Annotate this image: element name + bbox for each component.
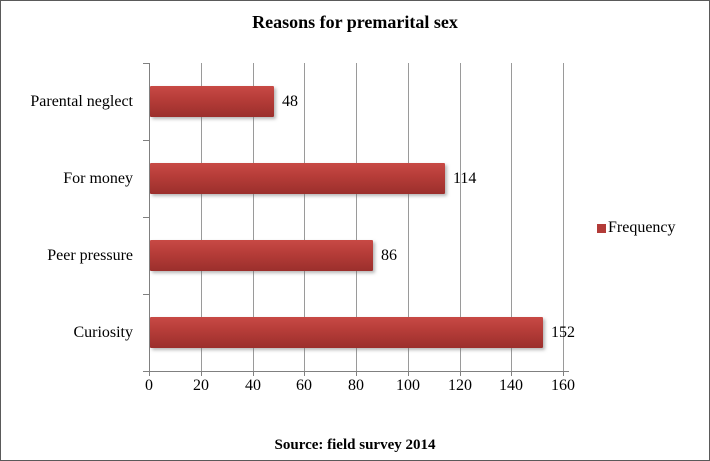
value-axis-label-20: 20 [193, 377, 209, 394]
bar-parental-neglect [150, 86, 274, 117]
category-label-for-money: For money [63, 170, 133, 187]
legend-swatch-icon [597, 223, 606, 233]
value-label-curiosity: 152 [551, 323, 575, 341]
value-axis-tick-0 [149, 371, 150, 376]
category-axis-tick [143, 217, 149, 218]
bar-for-money [150, 163, 445, 194]
bar-peer-pressure [150, 240, 373, 271]
value-axis-tick-120 [460, 371, 461, 376]
category-label-parental-neglect: Parental neglect [30, 93, 133, 110]
gridline-100 [408, 63, 409, 371]
value-axis-tick-140 [511, 371, 512, 376]
value-axis-tick-40 [253, 371, 254, 376]
value-axis-tick-20 [201, 371, 202, 376]
value-label-parental-neglect: 48 [282, 92, 298, 110]
category-axis-tick [143, 294, 149, 295]
category-axis-tick [143, 371, 149, 372]
value-axis-label-160: 160 [551, 377, 575, 394]
gridline-80 [356, 63, 357, 371]
chart-title: Reasons for premarital sex [252, 12, 458, 32]
gridline-40 [253, 63, 254, 371]
value-axis-label-0: 0 [145, 377, 153, 394]
category-label-curiosity: Curiosity [73, 324, 133, 341]
legend-label-frequency: Frequency [608, 219, 676, 236]
gridline-140 [511, 63, 512, 371]
value-axis-label-40: 40 [245, 377, 261, 394]
category-axis-tick [143, 63, 149, 64]
category-axis-tick [143, 140, 149, 141]
gridline-60 [304, 63, 305, 371]
value-axis-tick-100 [408, 371, 409, 376]
gridline-160 [563, 63, 564, 371]
value-axis-label-80: 80 [348, 377, 364, 394]
value-axis-label-60: 60 [296, 377, 312, 394]
gridline-120 [460, 63, 461, 371]
category-label-peer-pressure: Peer pressure [47, 247, 133, 264]
value-axis-label-140: 140 [499, 377, 523, 394]
gridline-20 [201, 63, 202, 371]
value-label-peer-pressure: 86 [381, 246, 397, 264]
value-axis-tick-60 [304, 371, 305, 376]
value-axis-label-100: 100 [396, 377, 420, 394]
legend: Frequency [597, 218, 676, 238]
value-label-for-money: 114 [453, 169, 477, 187]
value-axis-tick-160 [563, 371, 564, 376]
value-axis-tick-80 [356, 371, 357, 376]
bar-curiosity [150, 317, 543, 348]
category-axis-line [149, 63, 150, 371]
value-axis-label-120: 120 [448, 377, 472, 394]
source-note: Source: field survey 2014 [274, 437, 436, 453]
